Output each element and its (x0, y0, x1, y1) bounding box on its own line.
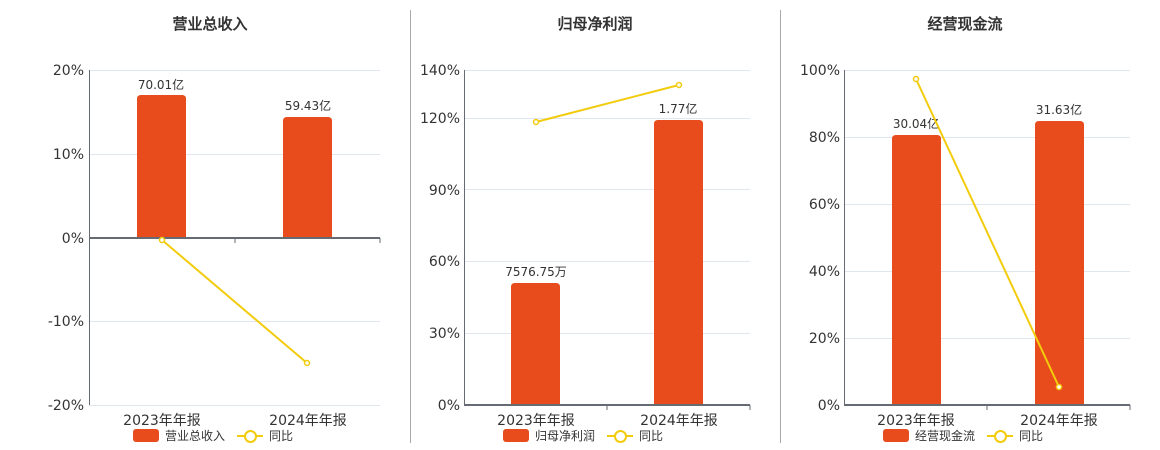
svg-text:100%: 100% (800, 63, 840, 79)
yoy-line (158, 236, 311, 367)
svg-text:40%: 40% (809, 264, 840, 280)
y-axis-labels: 20% 10% 0% -10% -20% (48, 63, 84, 414)
legend-line-label[interactable]: 同比 (639, 429, 664, 443)
chart-title: 营业总收入 (172, 15, 248, 33)
line-point-2023[interactable] (158, 236, 166, 244)
yoy-line (912, 75, 1063, 391)
grid-lines (89, 70, 380, 406)
svg-text:20%: 20% (53, 63, 84, 79)
bar-2024[interactable] (654, 120, 703, 405)
svg-text:10%: 10% (53, 147, 84, 163)
bar-2023[interactable] (892, 135, 941, 405)
bar-2023[interactable] (137, 95, 186, 238)
svg-text:2023年年报: 2023年年报 (123, 413, 201, 429)
svg-text:0%: 0% (818, 398, 840, 414)
bars (511, 120, 703, 405)
svg-text:2024年年报: 2024年年报 (640, 413, 718, 429)
x-axis-labels: 2023年年报 2024年年报 (877, 413, 1098, 429)
legend-line-swatch[interactable] (237, 429, 264, 443)
bars (137, 95, 332, 238)
legend-line-swatch[interactable] (607, 429, 634, 443)
svg-text:0%: 0% (62, 231, 84, 247)
legend-line-label[interactable]: 同比 (1019, 429, 1044, 443)
line-point-2024[interactable] (675, 81, 683, 89)
chart-title: 归母净利润 (557, 15, 633, 33)
svg-text:30%: 30% (429, 326, 460, 342)
svg-text:120%: 120% (420, 111, 460, 127)
chart-panel-net-profit: 归母净利润 140% 120% 90% 60% 30% 0% 7576.75万 … (411, 0, 781, 450)
svg-text:60%: 60% (809, 197, 840, 213)
y-axis-labels: 100% 80% 60% 40% 20% 0% (800, 63, 840, 414)
bar-value-labels: 30.04亿 31.63亿 (893, 102, 1082, 131)
svg-text:140%: 140% (420, 63, 460, 79)
svg-text:60%: 60% (429, 254, 460, 270)
grid-lines (844, 70, 1130, 339)
legend: 经营现金流 同比 (883, 427, 1043, 444)
legend-bar-swatch[interactable] (133, 429, 159, 442)
svg-text:2024年年报: 2024年年报 (1020, 413, 1098, 429)
legend-bar-label[interactable]: 经营现金流 (915, 429, 976, 443)
bar-value-labels: 70.01亿 59.43亿 (138, 77, 331, 113)
svg-text:90%: 90% (429, 183, 460, 199)
panel-divider (410, 10, 411, 443)
chart-panel-revenue: 营业总收入 20% 10% 0% -10% -20% 70.01亿 59.43亿 (0, 0, 410, 450)
line-point-2024[interactable] (1055, 383, 1063, 391)
svg-text:70.01亿: 70.01亿 (138, 77, 184, 92)
bars (892, 121, 1084, 405)
svg-text:-10%: -10% (48, 314, 84, 330)
bar-2023[interactable] (511, 283, 560, 405)
line-point-2024[interactable] (303, 359, 311, 367)
legend-line-label[interactable]: 同比 (269, 429, 294, 443)
bar-2024[interactable] (283, 117, 332, 238)
legend-bar-swatch[interactable] (503, 429, 529, 442)
chart-plot: 140% 120% 90% 60% 30% 0% 7576.75万 1.77亿 … (420, 63, 751, 429)
chart-panel-operating-cashflow: 经营现金流 100% 80% 60% 40% 20% 0% 30.04亿 31.… (781, 0, 1160, 450)
legend: 归母净利润 同比 (503, 427, 663, 444)
svg-text:80%: 80% (809, 130, 840, 146)
svg-text:0%: 0% (438, 398, 460, 414)
grid-lines (464, 70, 750, 334)
legend: 营业总收入 同比 (133, 427, 293, 444)
legend-bar-swatch[interactable] (883, 429, 909, 442)
y-axis-labels: 140% 120% 90% 60% 30% 0% (420, 63, 460, 414)
legend-bar-label[interactable]: 归母净利润 (535, 429, 596, 443)
line-point-2023[interactable] (532, 118, 540, 126)
legend-line-swatch[interactable] (987, 429, 1014, 443)
svg-text:20%: 20% (809, 331, 840, 347)
x-axis-labels: 2023年年报 2024年年报 (497, 413, 718, 429)
svg-text:2024年年报: 2024年年报 (269, 413, 347, 429)
bar-value-labels: 7576.75万 1.77亿 (505, 101, 697, 279)
legend-bar-label[interactable]: 营业总收入 (165, 429, 226, 443)
svg-text:7576.75万: 7576.75万 (505, 265, 567, 279)
line-point-2023[interactable] (912, 75, 920, 83)
panel-divider (780, 10, 781, 443)
svg-text:2023年年报: 2023年年报 (497, 413, 575, 429)
svg-text:59.43亿: 59.43亿 (285, 98, 331, 113)
chart-title: 经营现金流 (927, 15, 1003, 33)
svg-text:30.04亿: 30.04亿 (893, 116, 939, 131)
svg-text:1.77亿: 1.77亿 (659, 101, 698, 116)
svg-text:-20%: -20% (48, 398, 84, 414)
yoy-line (532, 81, 683, 126)
svg-text:31.63亿: 31.63亿 (1036, 102, 1082, 117)
bar-2024[interactable] (1035, 121, 1084, 405)
svg-text:2023年年报: 2023年年报 (877, 413, 955, 429)
chart-plot: 100% 80% 60% 40% 20% 0% 30.04亿 31.63亿 20… (800, 63, 1131, 429)
chart-plot: 20% 10% 0% -10% -20% 70.01亿 59.43亿 2023年… (48, 63, 381, 429)
x-axis-labels: 2023年年报 2024年年报 (123, 413, 347, 429)
